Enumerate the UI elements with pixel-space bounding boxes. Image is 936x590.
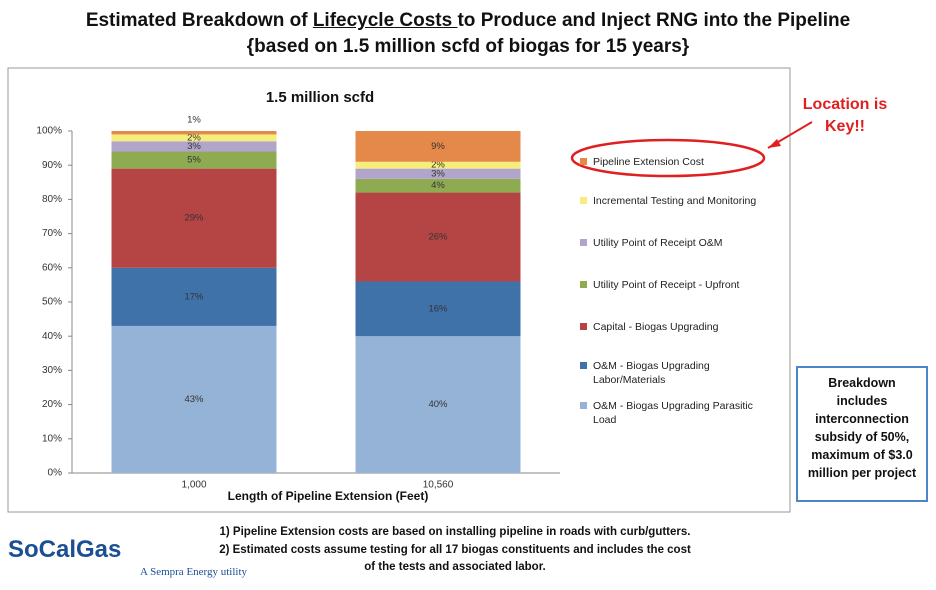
logo: SoCalGas [8, 536, 122, 563]
data-label: 5% [187, 155, 201, 166]
y-tick-label: 60% [42, 262, 62, 273]
bar-segment [111, 141, 277, 152]
legend-swatch [580, 323, 587, 330]
legend-label: Incremental Testing and Monitoring [593, 195, 757, 207]
data-label: 29% [184, 213, 204, 224]
bar-segment [111, 267, 277, 326]
bar-segment [111, 325, 277, 473]
data-label: 16% [428, 303, 448, 314]
bar-segment [111, 168, 277, 268]
legend-label: Capital - Biogas Upgrading [593, 321, 719, 333]
x-tick-label: 1,000 [181, 480, 206, 491]
y-tick-label: 50% [42, 297, 62, 308]
data-label: 9% [431, 141, 445, 152]
y-tick-label: 40% [42, 331, 62, 342]
legend-item: Utility Point of Receipt - Upfront [580, 278, 780, 292]
title-part: Lifecycle Costs [312, 10, 458, 31]
x-axis-label: Length of Pipeline Extension (Feet) [228, 489, 429, 503]
bar-segment [111, 131, 277, 135]
legend-swatch [580, 281, 587, 288]
bar-segment [355, 281, 521, 337]
bar-segment [355, 336, 521, 473]
legend-item: Incremental Testing and Monitoring [580, 194, 780, 208]
legend-swatch [580, 197, 587, 204]
legend-item: Pipeline Extension Cost [580, 155, 780, 169]
y-tick-label: 90% [42, 160, 62, 171]
legend-label: Utility Point of Receipt - Upfront [593, 279, 740, 291]
data-label: 1% [187, 115, 201, 126]
data-label: 3% [187, 141, 201, 152]
legend-item: O&M - Biogas Upgrading Labor/Materials [580, 359, 780, 387]
bar-segment [355, 131, 521, 162]
footnote: 2) Estimated costs assume testing for al… [219, 544, 691, 556]
legend-swatch [580, 362, 587, 369]
logo-sub: A Sempra Energy utility [140, 566, 248, 578]
footnote: 1) Pipeline Extension costs are based on… [219, 526, 691, 538]
y-tick-label: 10% [42, 433, 62, 444]
legend-item: Utility Point of Receipt O&M [580, 236, 780, 250]
bar-segment [355, 192, 521, 282]
data-label: 2% [431, 160, 445, 171]
y-tick-label: 30% [42, 365, 62, 376]
y-tick-label: 70% [42, 228, 62, 239]
y-tick-label: 100% [36, 126, 62, 137]
legend-label: Utility Point of Receipt O&M [593, 237, 723, 249]
legend-swatch [580, 158, 587, 165]
title-part: Estimated Breakdown of [85, 10, 313, 31]
legend-label: O&M - Biogas Upgrading Parasitic Load [593, 400, 753, 426]
data-label: 43% [184, 394, 204, 405]
data-label: 17% [184, 291, 204, 302]
title-part: to Produce and Inject RNG into the Pipel… [457, 10, 851, 31]
slide-title: Estimated Breakdown of Lifecycle Costs t… [0, 8, 936, 60]
legend-swatch [580, 239, 587, 246]
y-tick-label: 0% [48, 468, 63, 479]
data-label: 2% [187, 132, 201, 143]
y-tick-label: 80% [42, 194, 62, 205]
title-line: {based on 1.5 million scfd of biogas for… [246, 36, 690, 57]
bar-segment [111, 134, 277, 142]
y-tick-label: 20% [42, 399, 62, 410]
legend-label: Pipeline Extension Cost [593, 156, 704, 168]
highlight-ellipse [570, 138, 766, 178]
note-box: Breakdown includes interconnection subsi… [796, 366, 928, 502]
bar-segment [355, 178, 521, 193]
legend-swatch [580, 402, 587, 409]
bar-segment [355, 168, 521, 179]
annotation: Location is Key!! [802, 96, 888, 135]
data-label: 40% [428, 399, 448, 410]
legend-item: Capital - Biogas Upgrading [580, 320, 780, 334]
data-label: 3% [431, 168, 445, 179]
legend-label: O&M - Biogas Upgrading Labor/Materials [593, 360, 710, 386]
data-label: 26% [428, 232, 448, 243]
bar-segment [111, 151, 277, 169]
x-tick-label: 10,560 [423, 480, 454, 491]
legend-item: O&M - Biogas Upgrading Parasitic Load [580, 399, 780, 427]
arrow-head [768, 139, 781, 148]
data-label: 4% [431, 180, 445, 191]
footnote: of the tests and associated labor. [364, 561, 546, 573]
bar-segment [355, 161, 521, 169]
chart-title: 1.5 million scfd [266, 89, 374, 106]
